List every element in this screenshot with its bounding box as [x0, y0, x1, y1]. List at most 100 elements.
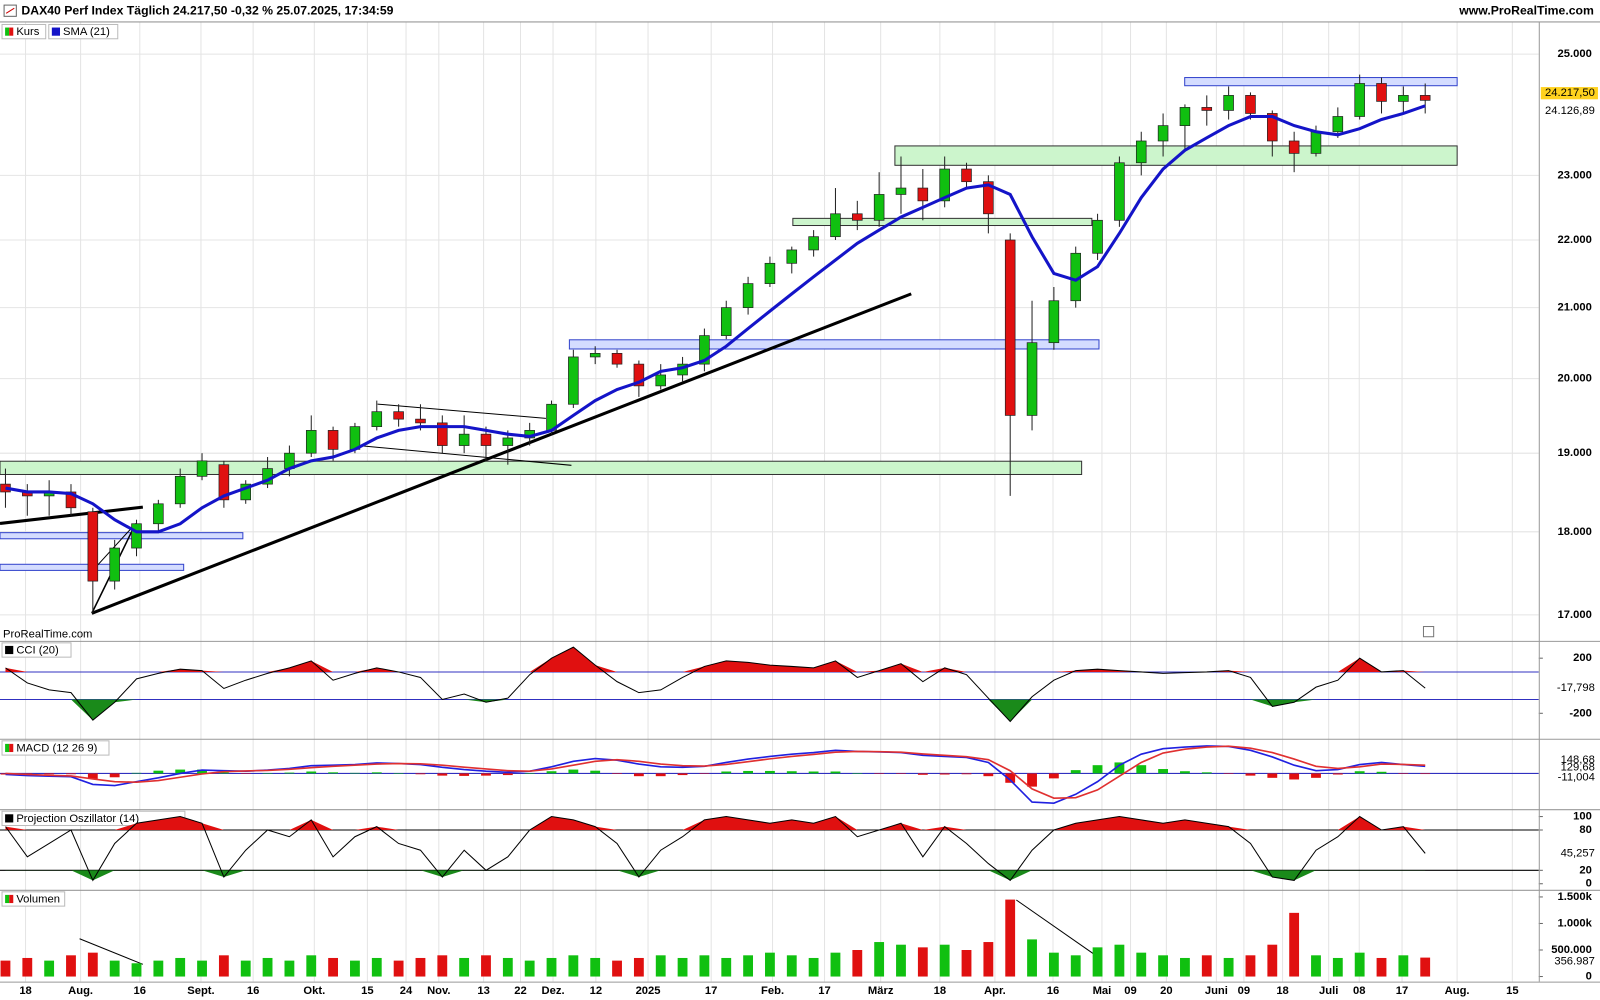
- x-tick-label: 20: [1160, 985, 1172, 997]
- candle-body: [1135, 140, 1147, 164]
- histogram-bar: [1267, 773, 1278, 778]
- volume-bar: [1005, 899, 1016, 977]
- chart-title: DAX40 Perf Index Täglich 24.217,50 -0,32…: [21, 3, 393, 17]
- y-tick-label: 19.000: [1558, 447, 1592, 459]
- histogram-bar: [524, 773, 535, 774]
- candle-body: [742, 283, 754, 308]
- histogram-bar: [939, 773, 950, 775]
- candle-body: [65, 491, 77, 509]
- candle-body: [393, 411, 404, 420]
- y-tick-label: 21.000: [1558, 302, 1592, 314]
- histogram-bar: [677, 773, 688, 776]
- histogram-bar: [983, 773, 994, 777]
- x-tick-label: 18: [1276, 985, 1288, 997]
- legend-swatch: [9, 27, 14, 36]
- header-icon-line: [5, 7, 15, 14]
- volume-bar: [153, 960, 164, 977]
- histogram-bar: [721, 771, 732, 774]
- legend-swatch: [5, 894, 10, 904]
- volume-bar: [1158, 955, 1169, 977]
- volume-bar: [1048, 952, 1059, 977]
- volume-bar: [1245, 955, 1256, 977]
- legend-label: MACD (12 26 9): [16, 742, 97, 754]
- histogram-bar: [612, 773, 622, 774]
- last-value-box: [1540, 771, 1598, 784]
- volume-bar: [175, 957, 186, 977]
- histogram-bar: [1027, 773, 1037, 787]
- candle-body: [1398, 95, 1409, 102]
- volume-bar: [655, 955, 666, 977]
- y-tick-label: -200: [1569, 707, 1591, 719]
- macd-line: [5, 745, 1426, 799]
- histogram-bar: [350, 772, 360, 774]
- x-tick-label: 2025: [636, 985, 661, 997]
- histogram-bar: [830, 771, 841, 774]
- candle-body: [1354, 83, 1365, 117]
- legend-swatch: [5, 27, 10, 36]
- x-tick-label: 08: [1353, 985, 1365, 997]
- candle-body: [917, 187, 929, 202]
- volume-bar: [1267, 944, 1278, 977]
- info-icon[interactable]: [1422, 626, 1435, 638]
- volume-bar: [524, 960, 535, 977]
- candle-body: [699, 335, 710, 365]
- legend-swatch: [5, 743, 10, 753]
- candle-body: [1288, 140, 1300, 154]
- candle-body: [633, 363, 645, 387]
- sma-line: [5, 104, 1426, 534]
- volume-bar: [502, 957, 513, 977]
- volume-bar: [699, 955, 710, 977]
- x-tick-label: 15: [361, 985, 373, 997]
- y-tick-label: 80: [1579, 824, 1591, 836]
- trend-line: [362, 445, 572, 466]
- last-value-label: -11,004: [1558, 772, 1595, 784]
- y-tick-label: 100: [1573, 811, 1592, 823]
- legend-label: Volumen: [16, 893, 60, 905]
- volume-bar: [1398, 955, 1409, 977]
- volume-bar: [22, 957, 33, 977]
- zone: [894, 145, 1458, 166]
- histogram-bar: [153, 770, 164, 774]
- candle-body: [655, 374, 666, 387]
- histogram-bar: [786, 771, 797, 774]
- x-tick-label: 24: [400, 985, 413, 997]
- last-value-box: [1540, 955, 1598, 968]
- histogram-bar: [1180, 771, 1190, 774]
- volume-bar: [874, 942, 885, 977]
- candle-body: [1114, 162, 1125, 221]
- histogram-bar: [262, 773, 273, 774]
- candle-body: [983, 181, 994, 215]
- y-tick-label: 22.000: [1558, 234, 1592, 246]
- histogram-bar: [1289, 773, 1300, 780]
- histogram-bar: [328, 772, 339, 774]
- candle-body: [611, 353, 623, 365]
- histogram-bar: [66, 773, 76, 775]
- histogram-bar: [896, 773, 906, 774]
- candle-body: [939, 168, 950, 202]
- volume-bar: [218, 955, 229, 977]
- x-tick-label: 18: [934, 985, 946, 997]
- x-tick-label: Juli: [1319, 985, 1338, 997]
- candle-body: [371, 411, 383, 427]
- x-tick-label: Dez.: [542, 985, 565, 997]
- candle-body: [1245, 95, 1256, 114]
- candle-body: [568, 356, 579, 405]
- overbought-area: [5, 816, 1426, 831]
- histogram-bar: [765, 770, 775, 774]
- histogram-bar: [546, 771, 557, 774]
- histogram-bar: [131, 772, 142, 774]
- histogram-bar: [852, 773, 863, 774]
- histogram-bar: [1158, 769, 1169, 774]
- candle-body: [240, 483, 251, 501]
- volume-bar: [1354, 952, 1365, 977]
- histogram-bar: [917, 773, 928, 775]
- candle-body: [305, 430, 317, 454]
- legend-swatch: [9, 743, 14, 753]
- candle-body: [131, 523, 142, 549]
- y-tick-label: 23.000: [1558, 169, 1592, 181]
- trend-line: [91, 292, 912, 615]
- volume-bar: [917, 947, 928, 977]
- histogram-bar: [1114, 762, 1125, 774]
- volume-bar: [786, 955, 797, 977]
- candle-body: [1179, 107, 1191, 126]
